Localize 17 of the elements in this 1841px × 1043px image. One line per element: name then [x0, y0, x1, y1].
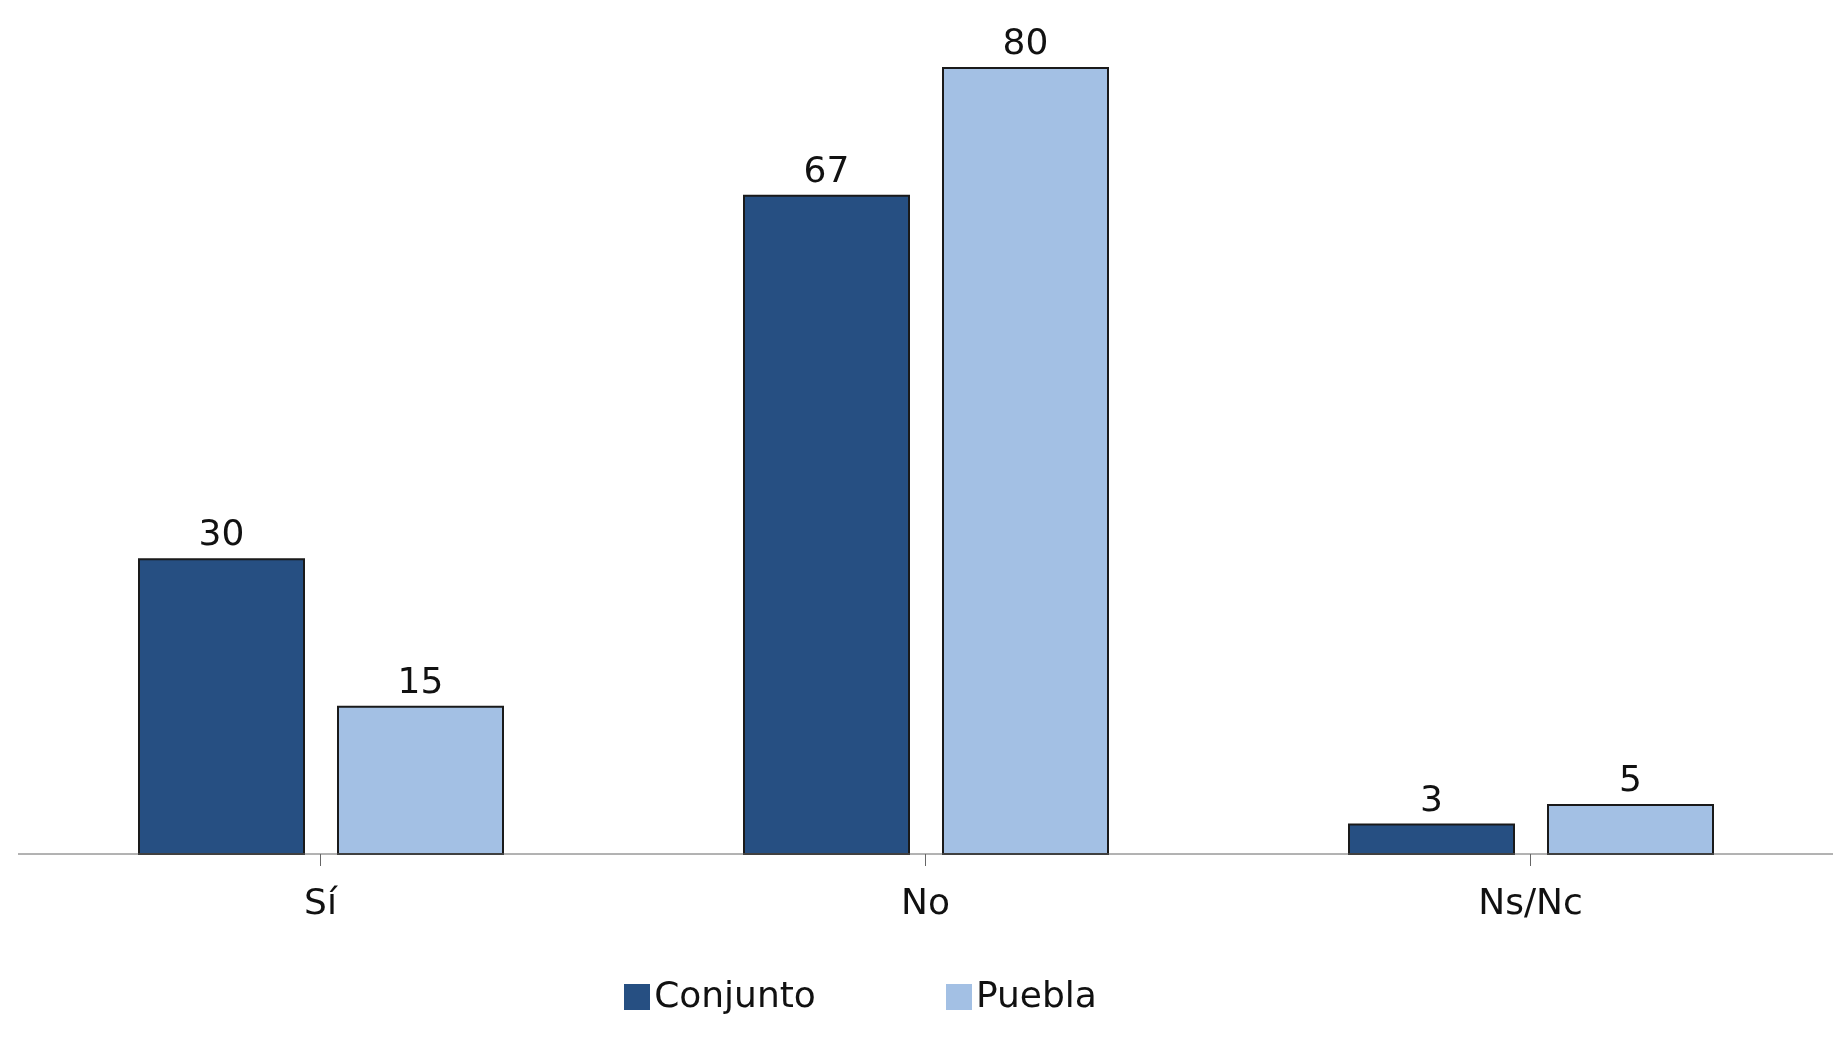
bar	[138, 558, 305, 855]
data-label: 5	[1619, 757, 1642, 799]
bar	[942, 67, 1109, 855]
data-label: 15	[397, 659, 444, 701]
bar	[1547, 803, 1714, 855]
x-tick-label: No	[901, 880, 950, 922]
x-tick-label: Ns/Nc	[1478, 880, 1583, 922]
legend-label: Conjunto	[654, 974, 816, 1015]
legend-label: Puebla	[975, 974, 1097, 1015]
data-label: 3	[1420, 777, 1443, 819]
bar	[1348, 823, 1515, 855]
data-label: 80	[1002, 21, 1049, 62]
x-tick-label: Sí	[304, 880, 338, 922]
data-label: 30	[198, 512, 245, 554]
bar	[743, 194, 910, 855]
data-label: 67	[803, 148, 850, 190]
bar	[337, 705, 504, 855]
